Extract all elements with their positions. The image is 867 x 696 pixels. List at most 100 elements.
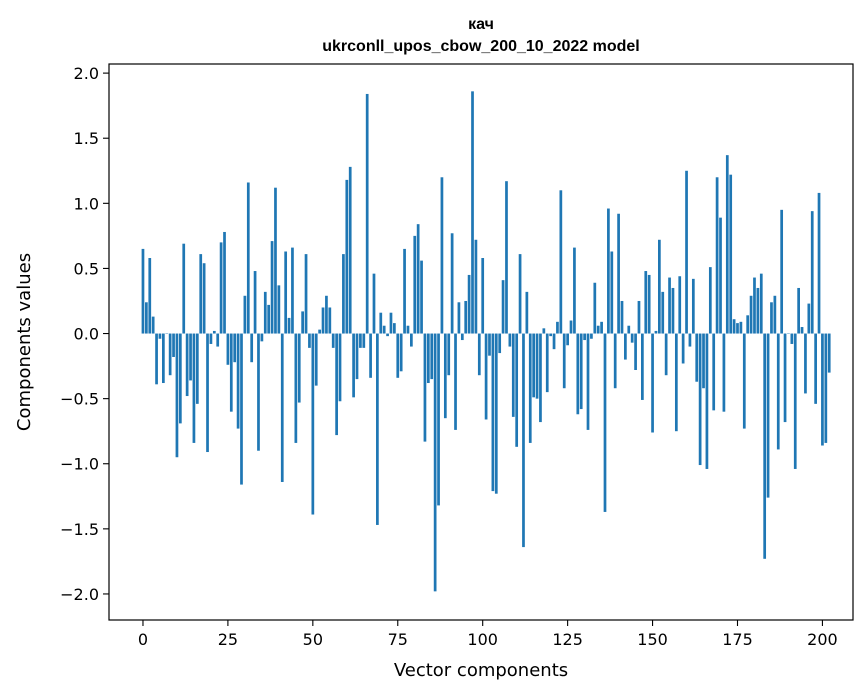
bar bbox=[274, 187, 277, 334]
bar bbox=[399, 333, 403, 372]
bar bbox=[304, 254, 308, 334]
x-tick-label: 125 bbox=[552, 630, 583, 649]
y-tick-label: 1.0 bbox=[74, 194, 99, 213]
bar bbox=[195, 333, 199, 404]
bar bbox=[579, 333, 583, 410]
bar bbox=[624, 333, 627, 360]
bar bbox=[518, 254, 522, 334]
bar bbox=[763, 333, 767, 559]
bar bbox=[202, 263, 206, 334]
bar bbox=[192, 333, 196, 443]
bar bbox=[797, 287, 800, 334]
bar bbox=[253, 271, 257, 334]
bar bbox=[294, 333, 298, 443]
bar bbox=[348, 166, 352, 334]
bar bbox=[685, 170, 688, 334]
plot-frame bbox=[108, 63, 854, 621]
bar bbox=[420, 260, 423, 334]
bar bbox=[756, 287, 760, 334]
bar bbox=[297, 333, 301, 403]
bar bbox=[223, 231, 226, 334]
bar bbox=[443, 333, 447, 419]
bar bbox=[559, 190, 563, 334]
bar bbox=[525, 291, 529, 334]
bar bbox=[178, 333, 182, 424]
bar bbox=[702, 333, 705, 389]
bar bbox=[678, 276, 682, 334]
bar bbox=[603, 333, 607, 512]
bar bbox=[488, 333, 491, 356]
bar bbox=[807, 303, 811, 334]
bar bbox=[410, 333, 413, 347]
bar bbox=[620, 300, 624, 334]
bar bbox=[359, 333, 362, 348]
bar bbox=[386, 333, 389, 337]
bar bbox=[600, 321, 603, 334]
bar bbox=[759, 273, 763, 334]
bar bbox=[494, 333, 498, 494]
x-tick-label: 25 bbox=[218, 630, 238, 649]
bar bbox=[365, 93, 369, 334]
bar bbox=[287, 317, 291, 334]
bar bbox=[212, 330, 216, 334]
bar bbox=[236, 333, 240, 429]
x-tick-label: 200 bbox=[807, 630, 838, 649]
x-tick-label: 75 bbox=[388, 630, 408, 649]
bar bbox=[725, 155, 729, 334]
bar bbox=[617, 213, 620, 334]
y-tick-label: 2.0 bbox=[74, 64, 99, 83]
bar bbox=[260, 333, 264, 342]
bar bbox=[233, 333, 237, 363]
bar bbox=[773, 295, 777, 334]
bar bbox=[314, 333, 318, 386]
bar bbox=[810, 211, 814, 334]
bar bbox=[331, 333, 335, 348]
bar bbox=[460, 333, 464, 341]
bar bbox=[263, 291, 267, 334]
bar bbox=[474, 239, 478, 334]
bar bbox=[396, 333, 400, 378]
bar bbox=[814, 333, 817, 404]
bar bbox=[630, 333, 634, 343]
bar bbox=[732, 319, 736, 334]
bar bbox=[148, 258, 152, 334]
x-tick-label: 100 bbox=[467, 630, 498, 649]
bar bbox=[688, 333, 692, 347]
x-axis-ticks: 0 25 50 75 100 125 150 175 200 bbox=[138, 620, 838, 649]
bar bbox=[145, 302, 148, 334]
bar bbox=[335, 333, 338, 436]
bar bbox=[345, 179, 349, 334]
bar bbox=[246, 182, 250, 334]
bar bbox=[454, 333, 457, 430]
bar bbox=[206, 333, 209, 453]
bar bbox=[783, 333, 787, 423]
y-tick-label: −0.5 bbox=[60, 390, 99, 409]
y-tick-label: −1.5 bbox=[60, 520, 99, 539]
bar bbox=[243, 295, 247, 334]
bar bbox=[158, 333, 162, 339]
bar bbox=[593, 282, 597, 334]
bar bbox=[182, 243, 186, 334]
bar bbox=[562, 333, 566, 389]
bar bbox=[542, 328, 546, 334]
bar bbox=[141, 248, 145, 334]
bar bbox=[827, 333, 831, 373]
bar bbox=[450, 233, 454, 334]
bar bbox=[637, 300, 641, 334]
bar bbox=[338, 333, 342, 402]
bar bbox=[240, 333, 243, 485]
bar bbox=[155, 333, 158, 385]
bar bbox=[739, 321, 743, 334]
bar bbox=[321, 307, 325, 334]
bar bbox=[641, 333, 644, 400]
bar bbox=[539, 333, 542, 423]
bar bbox=[576, 333, 580, 415]
bar bbox=[430, 333, 434, 380]
x-tick-label: 175 bbox=[722, 630, 753, 649]
y-tick-label: 1.5 bbox=[74, 129, 99, 148]
bar bbox=[291, 247, 294, 334]
x-tick-label: 50 bbox=[303, 630, 323, 649]
x-axis-label: Vector components bbox=[394, 660, 568, 681]
bar bbox=[712, 333, 716, 411]
bar bbox=[613, 333, 617, 389]
